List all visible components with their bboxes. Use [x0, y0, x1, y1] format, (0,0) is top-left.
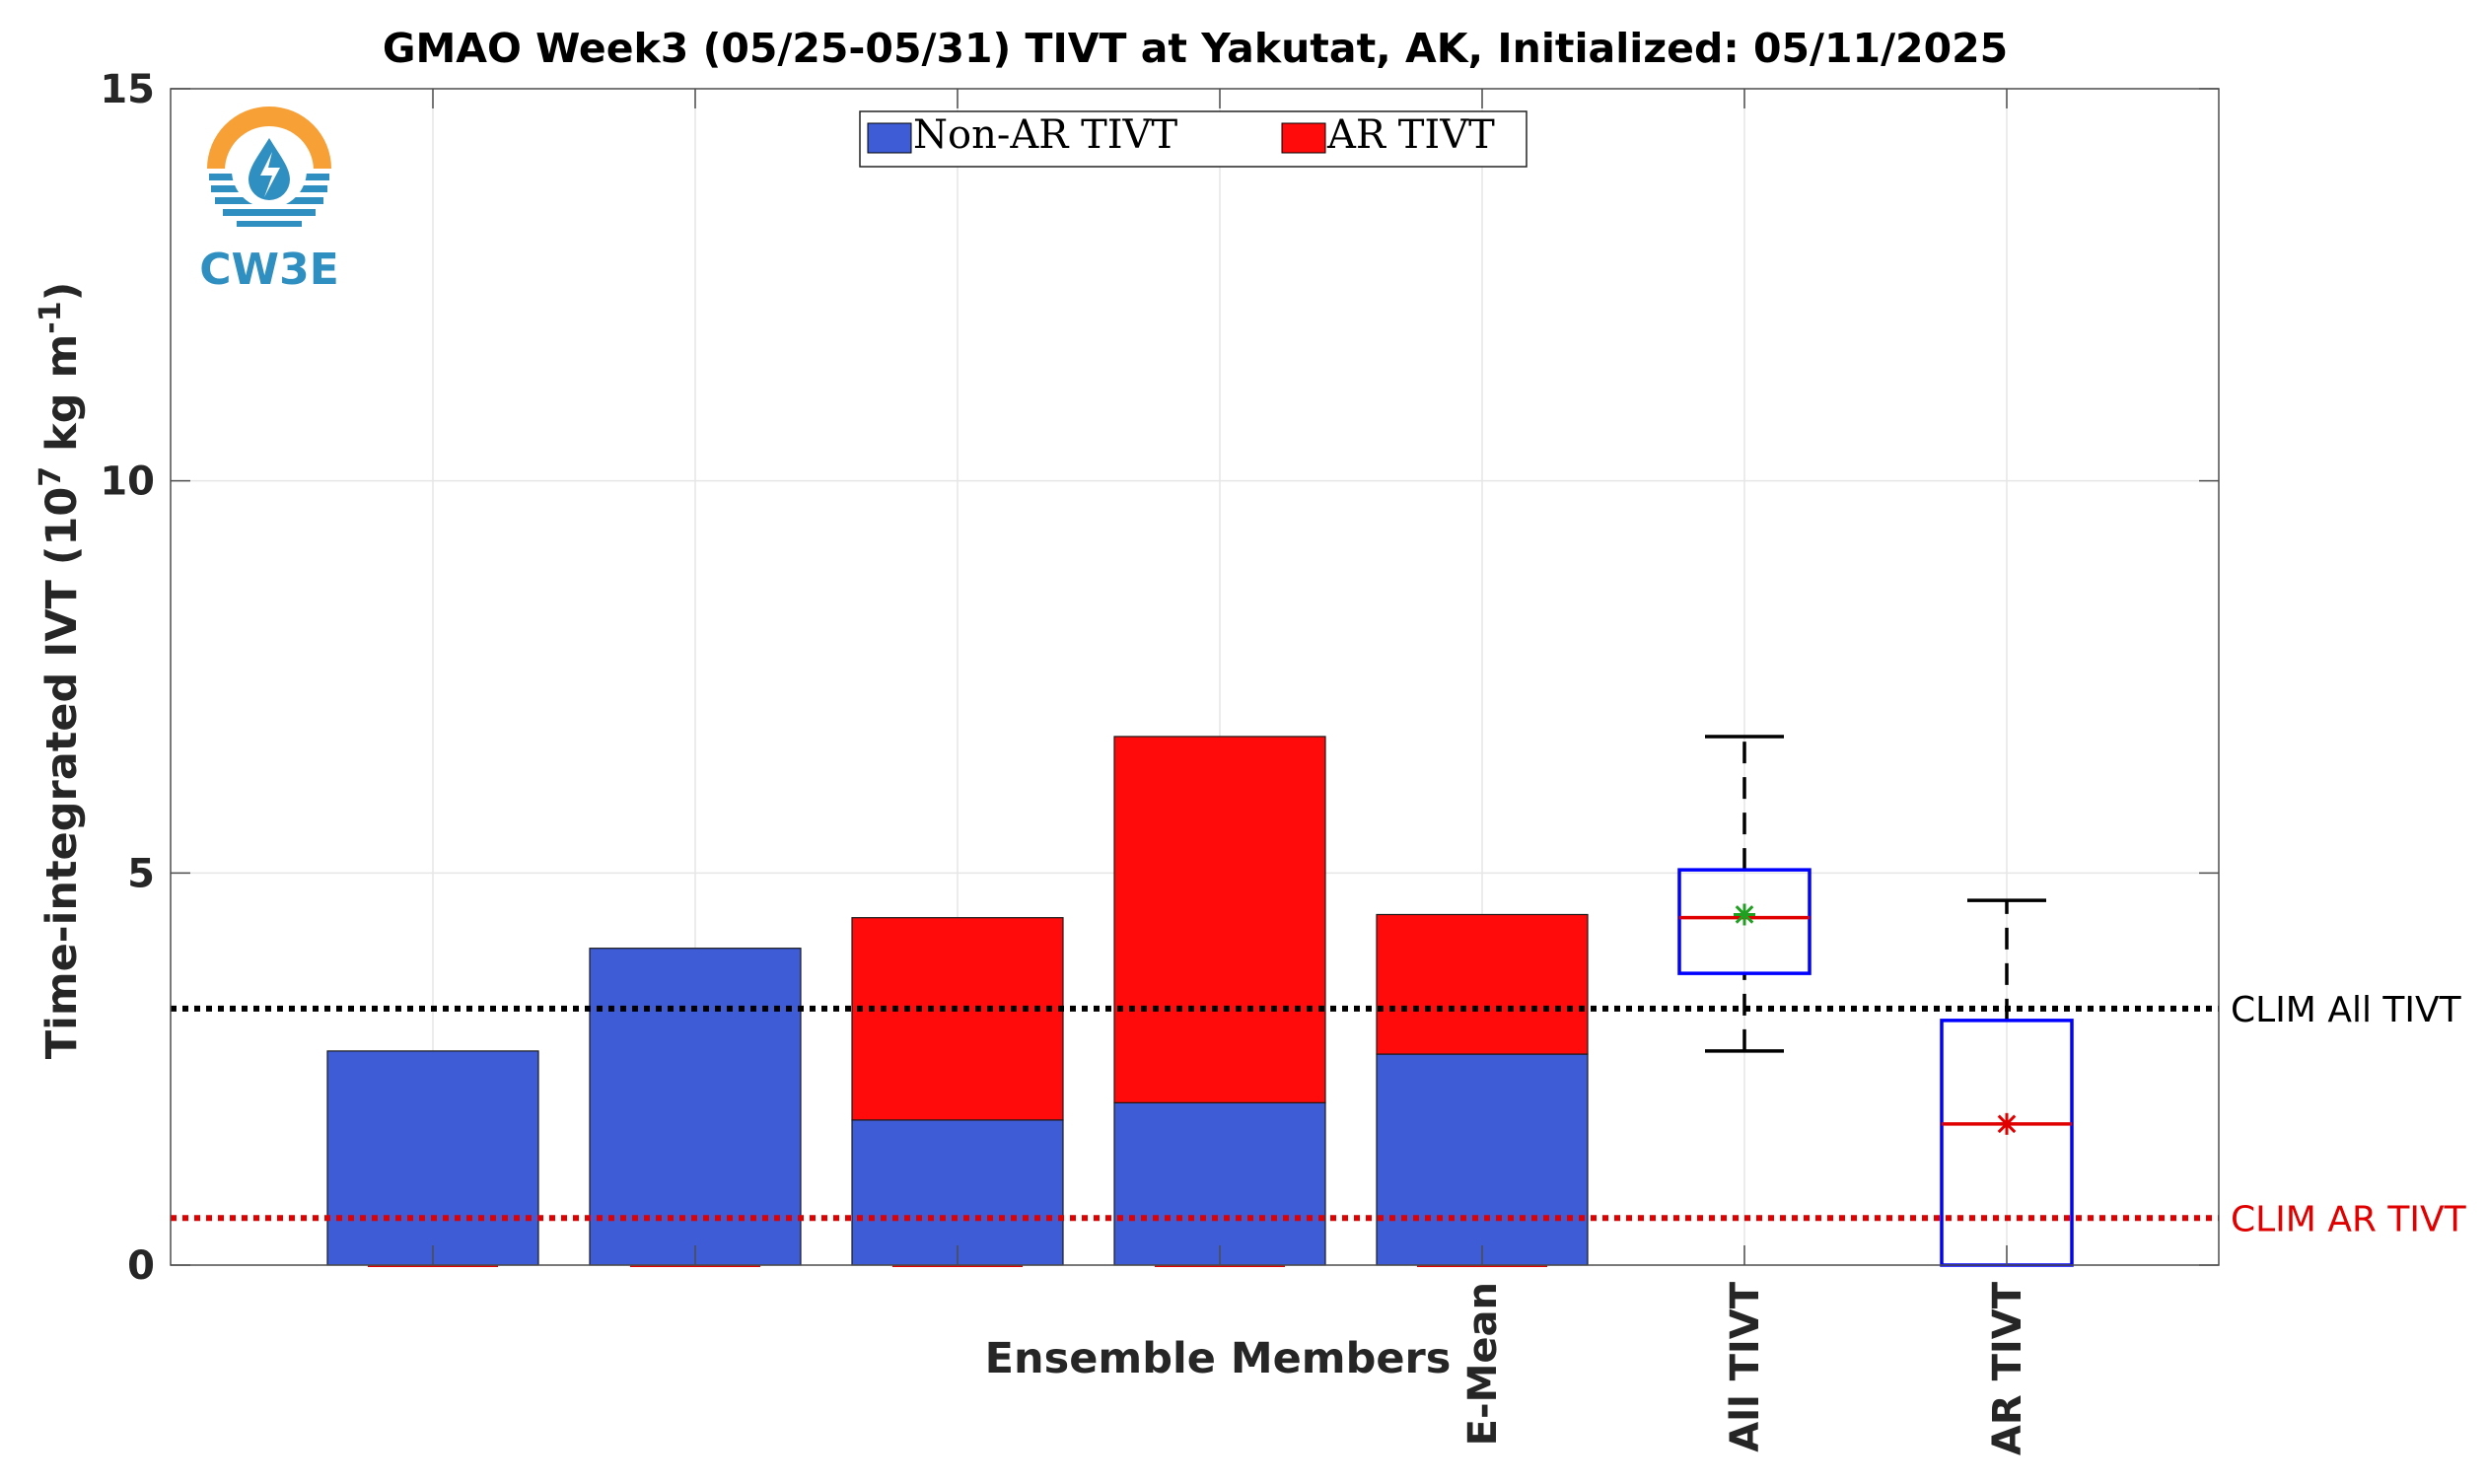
axes-layer: [170, 88, 2220, 1266]
logo-bolt-icon: [260, 152, 280, 197]
x-tick-label-6: AR TIVT: [1985, 1281, 2030, 1455]
logo-text: CW3E: [199, 245, 339, 295]
logo-wave-5: [237, 221, 302, 227]
logo-wave-4: [223, 209, 316, 216]
chart-title: GMAO Week3 (05/25-05/31) TIVT at Yakutat…: [383, 25, 2008, 72]
bar-non-ar-4: [1376, 1053, 1589, 1266]
y-tick-label-1: 5: [127, 851, 155, 896]
y-axis-label-exp: 7: [34, 466, 68, 487]
reference-line-label-0: CLIM All TIVT: [2231, 990, 2462, 1030]
y-axis-label-exp2: -1: [34, 301, 68, 333]
legend: Non-AR TIVT AR TIVT: [859, 110, 1528, 168]
y-axis-label-units: kg m: [37, 334, 87, 466]
boxplot-mean-d2-0: [1735, 905, 1754, 924]
bar-non-ar-1: [589, 948, 802, 1266]
bars-layer: [326, 736, 1589, 1267]
bar-non-ar-0: [326, 1050, 539, 1266]
legend-label-ar: AR TIVT: [1326, 112, 1495, 158]
bar-ar-2: [851, 917, 1064, 1121]
y-tick-label-0: 0: [127, 1243, 155, 1289]
boxplot-box-0: [1677, 868, 1812, 975]
bar-non-ar-2: [851, 1119, 1064, 1266]
legend-swatch-ar: [1281, 122, 1326, 154]
x-tick-label-5: All TIVT: [1723, 1281, 1768, 1451]
legend-swatch-non-ar: [867, 122, 912, 154]
y-axis-label-main: Time-integrated IVT (10: [37, 487, 87, 1060]
bar-non-ar-3: [1113, 1101, 1326, 1266]
grid-lines: [171, 89, 2219, 1265]
legend-box: [859, 110, 1528, 168]
x-tick-label-4: E-Mean: [1460, 1282, 1506, 1446]
reference-line-label-1: CLIM AR TIVT: [2231, 1199, 2467, 1239]
tick-labels-layer: 0 5 10 15 E-Mean All TIVT AR TIVT: [100, 67, 2030, 1455]
y-tick-label-3: 15: [100, 67, 155, 112]
y-axis-label-close: ): [37, 282, 87, 302]
bar-ar-3: [1113, 736, 1326, 1103]
reference-lines-layer: CLIM All TIVT CLIM AR TIVT: [171, 990, 2467, 1239]
legend-label-non-ar: Non-AR TIVT: [913, 112, 1177, 158]
y-axis-label: Time-integrated IVT (107 kg m-1): [34, 282, 87, 1059]
bar-ar-4: [1376, 913, 1589, 1055]
y-tick-label-2: 10: [100, 459, 155, 505]
cw3e-logo: CW3E: [199, 106, 339, 295]
plot-frame: [170, 88, 2220, 1266]
x-axis-label: Ensemble Members: [985, 1334, 1452, 1383]
boxplots-layer: [1677, 735, 2074, 1267]
boxplot-mean-d2-1: [1997, 1114, 2017, 1134]
